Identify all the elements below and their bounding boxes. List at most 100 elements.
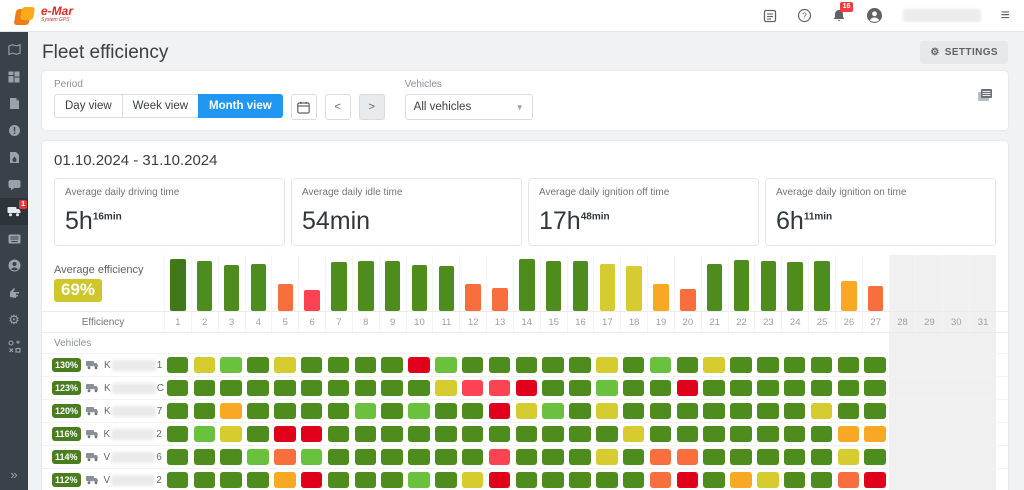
vehicle-info: 116% K 2 xyxy=(42,423,164,445)
stat-label: Average daily idle time xyxy=(302,187,403,198)
sidebar-item-tools[interactable] xyxy=(0,333,28,360)
day-cell-column xyxy=(593,354,620,376)
sidebar-item-documents[interactable] xyxy=(0,90,28,117)
vehicle-row[interactable]: 116% K 2 xyxy=(42,422,1008,445)
month-view-button[interactable]: Month view xyxy=(198,94,283,118)
efficiency-cell-day-6 xyxy=(300,403,323,419)
day-label-16: 16 xyxy=(566,312,594,332)
notifications-bell-icon[interactable]: 16 xyxy=(832,2,854,23)
sidebar-collapse-icon[interactable]: » xyxy=(10,467,18,482)
sidebar-item-terminal[interactable] xyxy=(0,225,28,252)
menu-icon[interactable]: ≡ xyxy=(1000,6,1010,24)
next-period-button[interactable]: > xyxy=(358,94,385,120)
efficiency-cell-day-23 xyxy=(757,426,779,442)
stat-value: 6h xyxy=(776,207,804,235)
day-label-9: 9 xyxy=(378,312,406,332)
vehicles-header-column xyxy=(486,333,513,353)
chart-day-column-17 xyxy=(593,255,620,311)
efficiency-cell-day-19 xyxy=(649,380,672,396)
stat-card-ignition-on-time: Average daily ignition on time 6h11min xyxy=(765,178,996,246)
efficiency-cell-day-14 xyxy=(515,449,538,465)
efficiency-bar-day-5 xyxy=(277,284,293,311)
day-cell-column xyxy=(379,354,406,376)
previous-period-button[interactable]: < xyxy=(324,94,351,120)
efficiency-bar-day-26 xyxy=(841,281,857,311)
vehicle-efficiency-badge: 130% xyxy=(52,358,82,372)
sidebar-item-dashboard[interactable] xyxy=(0,63,28,90)
sidebar-item-account[interactable] xyxy=(0,252,28,279)
vehicle-row[interactable]: 112% V 2 xyxy=(42,468,1008,490)
chart-spacer xyxy=(996,377,1008,399)
report-list-icon[interactable] xyxy=(763,9,777,23)
week-view-button[interactable]: Week view xyxy=(121,94,200,118)
day-cell-column xyxy=(728,446,755,468)
calendar-button[interactable] xyxy=(290,94,317,120)
day-cell-column xyxy=(191,354,218,376)
efficiency-bar-day-22 xyxy=(733,260,750,311)
sidebar-item-fleet-efficiency[interactable]: 1 xyxy=(0,198,28,225)
vehicle-efficiency-badge: 120% xyxy=(52,404,82,418)
sidebar-item-settings[interactable]: ⚙ xyxy=(0,306,28,333)
efficiency-cell-day-14 xyxy=(515,403,538,419)
day-cell-column xyxy=(862,423,889,445)
vehicle-row[interactable]: 130% K 1 xyxy=(42,353,1008,376)
day-cell-column xyxy=(271,377,298,399)
efficiency-cell-day-18 xyxy=(622,403,645,419)
day-cell-column xyxy=(486,469,513,490)
efficiency-cell-day-2 xyxy=(193,380,215,396)
day-cell-column xyxy=(298,446,325,468)
efficiency-cell-day-27 xyxy=(864,426,886,442)
vehicle-row[interactable]: 123% K C xyxy=(42,376,1008,399)
efficiency-cell-day-1 xyxy=(166,426,189,442)
efficiency-cell-day-26 xyxy=(837,380,860,396)
settings-button[interactable]: ⚙ SETTINGS xyxy=(920,41,1008,64)
efficiency-cell-day-5 xyxy=(274,472,296,488)
efficiency-cell-day-5 xyxy=(274,380,296,396)
day-cell-column xyxy=(808,400,835,422)
efficiency-cell-day-16 xyxy=(569,472,591,488)
efficiency-cell-day-27 xyxy=(864,449,886,465)
vehicles-header-column xyxy=(862,333,889,353)
help-icon[interactable]: ? xyxy=(797,8,812,23)
sidebar-item-share[interactable] xyxy=(0,279,28,306)
sidebar-item-messages[interactable] xyxy=(0,171,28,198)
efficiency-cell-day-17 xyxy=(596,472,618,488)
vehicle-efficiency-badge: 116% xyxy=(52,427,81,441)
day-view-button[interactable]: Day view xyxy=(54,94,123,118)
sidebar-item-alerts[interactable] xyxy=(0,117,28,144)
main-content: Fleet efficiency ⚙ SETTINGS Period Day v… xyxy=(28,32,1024,490)
efficiency-cell-day-7 xyxy=(327,380,350,396)
efficiency-cell-day-19 xyxy=(649,472,672,488)
sidebar-item-fuel-report[interactable] xyxy=(0,144,28,171)
day-cell-column xyxy=(164,446,191,468)
day-cell-column xyxy=(164,354,191,376)
day-cell-column xyxy=(701,354,728,376)
day-cell-column xyxy=(781,377,808,399)
efficiency-cell-day-19 xyxy=(649,426,672,442)
day-cell-column xyxy=(942,377,970,399)
day-cell-column xyxy=(728,469,755,490)
day-cell-column xyxy=(298,423,325,445)
efficiency-cell-day-6 xyxy=(300,449,323,465)
day-cell-column xyxy=(969,446,996,468)
vehicle-row[interactable]: 120% K 7 xyxy=(42,399,1008,422)
vehicles-select[interactable]: All vehicles ▼ xyxy=(404,94,533,120)
stat-value: 5h xyxy=(65,207,93,235)
efficiency-cell-day-3 xyxy=(220,426,242,442)
efficiency-cell-day-11 xyxy=(435,449,457,465)
day-cell-column xyxy=(728,354,755,376)
sidebar-item-map[interactable] xyxy=(0,36,28,63)
day-cell-column xyxy=(915,446,943,468)
day-label-17: 17 xyxy=(593,312,620,332)
user-avatar-icon[interactable] xyxy=(866,7,883,24)
day-cell-column xyxy=(191,423,218,445)
vehicle-row[interactable]: 114% V 6 xyxy=(42,445,1008,468)
export-report-button[interactable] xyxy=(976,87,994,108)
app-logo[interactable]: e-Mar System GPS xyxy=(13,5,73,27)
efficiency-cell-day-23 xyxy=(757,449,779,465)
efficiency-cell-day-10 xyxy=(408,380,430,396)
truck-icon xyxy=(86,406,99,416)
efficiency-cell-day-2 xyxy=(193,449,215,465)
day-cell-column xyxy=(862,400,889,422)
